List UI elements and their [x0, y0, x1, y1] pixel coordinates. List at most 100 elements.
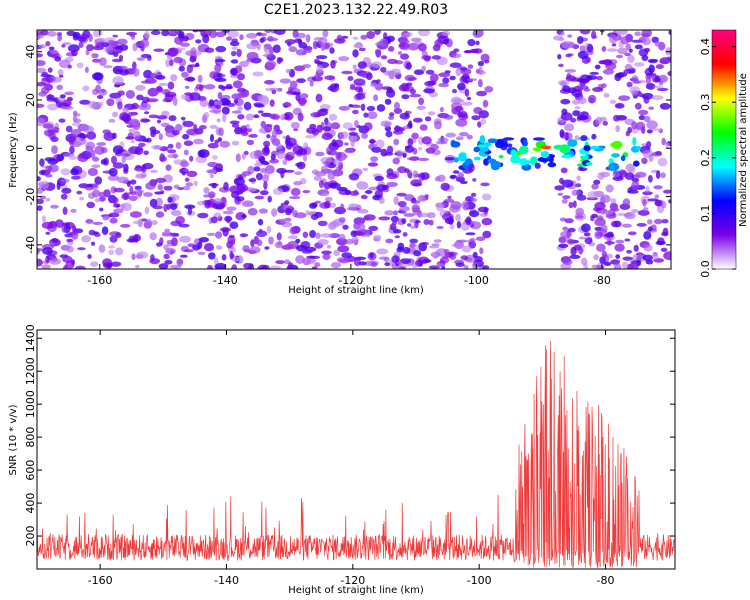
heatmap-cell — [208, 99, 215, 107]
heatmap-cell — [231, 256, 241, 262]
heatmap-cell — [45, 231, 51, 235]
heatmap-cell — [643, 115, 651, 123]
heatmap-cell — [150, 169, 158, 173]
heatmap-cell — [209, 124, 218, 129]
heatmap-cell — [292, 30, 299, 38]
heatmap-cell — [81, 235, 91, 243]
x-tick-label: -140 — [213, 274, 238, 287]
heatmap-cell — [397, 201, 407, 207]
heatmap-cell — [255, 172, 263, 181]
heatmap-cell — [361, 132, 368, 139]
heatmap-cell — [73, 118, 82, 124]
heatmap-cell — [295, 162, 303, 167]
x-tick-label: -100 — [467, 574, 492, 587]
heatmap-cell — [204, 84, 216, 90]
heatmap-cell — [302, 190, 311, 194]
heatmap-cell — [443, 248, 450, 254]
heatmap-cell — [112, 145, 124, 155]
heatmap-cell — [302, 250, 313, 254]
heatmap-cell — [184, 249, 194, 253]
heatmap-cell — [373, 94, 379, 102]
heatmap-cell — [615, 254, 621, 259]
heatmap-cell — [560, 31, 565, 36]
heatmap-cell — [490, 160, 501, 169]
heatmap-cell — [49, 258, 61, 265]
heatmap-cell — [236, 48, 242, 58]
heatmap-cell — [617, 212, 625, 217]
heatmap-cell — [235, 153, 241, 163]
heatmap-cell — [297, 112, 304, 122]
heatmap-cell — [564, 218, 574, 224]
heatmap-cell — [165, 247, 172, 254]
y-tick-label: 600 — [24, 460, 37, 481]
heatmap-cell — [182, 133, 190, 140]
heatmap-cell — [156, 86, 163, 92]
heatmap-cell — [86, 131, 97, 140]
heatmap-cell — [648, 226, 653, 232]
heatmap-cell — [70, 208, 77, 213]
heatmap-cell — [466, 134, 473, 140]
heatmap-cell — [633, 244, 639, 252]
heatmap-cell — [231, 46, 238, 51]
heatmap-cell — [472, 262, 479, 269]
heatmap-cell — [635, 121, 646, 131]
heatmap-cell — [39, 195, 47, 200]
heatmap-cell — [387, 58, 398, 65]
heatmap-cell — [560, 98, 571, 105]
heatmap-cell — [376, 184, 387, 192]
heatmap-cell — [207, 264, 213, 269]
heatmap-cell — [562, 259, 573, 265]
heatmap-cell — [413, 117, 423, 123]
heatmap-cell — [465, 232, 476, 236]
heatmap-cell — [92, 72, 104, 81]
heatmap-cell — [70, 168, 79, 176]
heatmap-cell — [241, 200, 254, 207]
heatmap-cell — [472, 251, 478, 259]
heatmap-cell — [266, 134, 271, 139]
heatmap-cell — [575, 207, 584, 217]
heatmap-cell — [506, 143, 513, 148]
heatmap-cell — [37, 60, 46, 67]
heatmap-cell — [599, 256, 606, 264]
heatmap-cell — [166, 55, 173, 60]
heatmap-cell — [641, 143, 648, 147]
heatmap-cell — [37, 103, 45, 108]
heatmap-cell — [295, 238, 301, 244]
heatmap-cell — [484, 86, 494, 93]
heatmap-cell — [654, 194, 660, 199]
heatmap-cell — [164, 260, 173, 265]
heatmap-cell — [69, 145, 75, 155]
heatmap-cell — [112, 76, 124, 85]
heatmap-cell — [449, 174, 458, 179]
heatmap-cell — [122, 107, 130, 113]
heatmap-cell — [56, 154, 65, 162]
heatmap-cell — [458, 132, 469, 137]
heatmap-cell — [404, 74, 416, 82]
heatmap-cell — [229, 250, 234, 260]
heatmap-cell — [624, 211, 636, 220]
heatmap-cell — [399, 258, 411, 264]
heatmap-cell — [653, 185, 663, 190]
heatmap-cell — [296, 78, 306, 84]
heatmap-cell — [404, 194, 415, 201]
heatmap-cell — [360, 34, 368, 40]
heatmap-cell — [98, 191, 106, 198]
heatmap-cell — [60, 193, 68, 200]
heatmap-cell — [661, 201, 667, 209]
heatmap-cell — [385, 238, 394, 244]
heatmap-cell — [82, 85, 90, 92]
heatmap-cell — [115, 204, 120, 208]
heatmap-cell — [386, 168, 394, 176]
heatmap-cell — [147, 55, 152, 61]
heatmap-cell — [567, 139, 578, 147]
heatmap-cell — [216, 118, 221, 123]
heatmap-cell — [91, 241, 95, 246]
heatmap-cell — [360, 103, 366, 112]
heatmap-cell — [476, 90, 488, 97]
heatmap-cell — [461, 101, 473, 106]
heatmap-cell — [320, 233, 333, 238]
heatmap-cell — [327, 86, 337, 91]
heatmap-cell — [510, 149, 517, 157]
heatmap-cell — [145, 182, 156, 190]
heatmap-cell — [480, 182, 490, 187]
